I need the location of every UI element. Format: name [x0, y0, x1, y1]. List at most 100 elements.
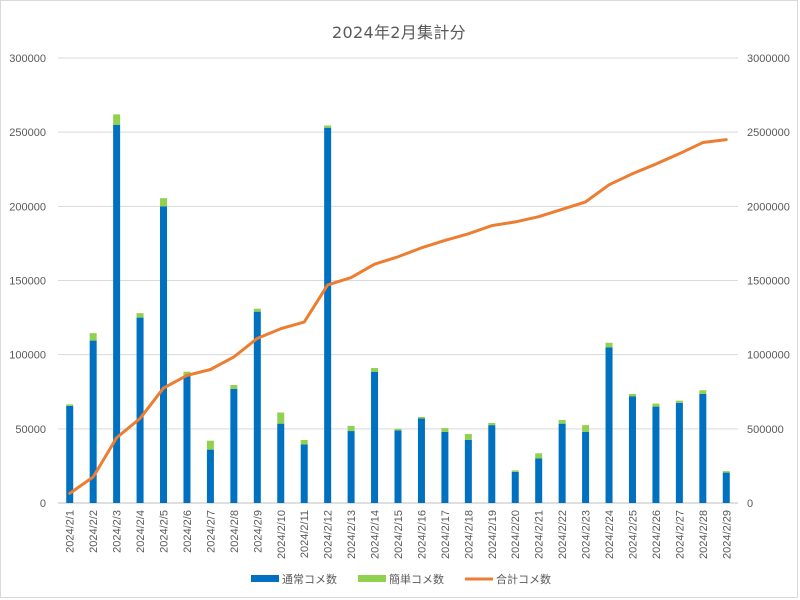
bar-simple [511, 470, 519, 472]
bar-normal [324, 127, 332, 503]
x-tick-label: 2024/2/17 [440, 510, 452, 559]
x-tick-label: 2024/2/15 [393, 510, 405, 559]
bar-normal [558, 423, 566, 503]
y-right-tick-label: 1500000 [747, 276, 790, 288]
bar-normal [300, 444, 308, 503]
bar-normal [535, 458, 543, 503]
y-left-tick-label: 300000 [9, 53, 46, 65]
x-tick-label: 2024/2/29 [721, 510, 733, 559]
bar-normal [371, 371, 379, 503]
x-tick-label: 2024/2/14 [370, 510, 382, 559]
bar-normal [488, 425, 496, 503]
bar-normal [464, 439, 472, 503]
bar-simple [66, 404, 74, 406]
bar-simple [558, 419, 566, 424]
legend-label: 簡単コメ数 [389, 572, 444, 586]
bar-normal [699, 393, 707, 503]
bar-normal [417, 418, 425, 503]
bar-simple [628, 393, 636, 397]
x-tick-label: 2024/2/10 [276, 510, 288, 559]
bar-normal [394, 430, 402, 503]
bar-normal [277, 423, 285, 503]
bar-simple [699, 390, 707, 394]
y-right-tick-label: 3000000 [747, 53, 790, 65]
x-tick-label: 2024/2/21 [534, 510, 546, 559]
bar-normal [136, 317, 144, 503]
bar-normal [675, 402, 683, 503]
x-tick-label: 2024/2/2 [88, 510, 100, 553]
bar-simple [675, 400, 683, 403]
x-tick-label: 2024/2/9 [252, 510, 264, 553]
y-left-tick-label: 150000 [9, 276, 46, 288]
x-tick-label: 2024/2/5 [159, 510, 171, 553]
bar-simple [464, 434, 472, 440]
bar-simple [394, 428, 402, 431]
bar-normal [253, 311, 261, 503]
x-tick-label: 2024/2/6 [182, 510, 194, 553]
bar-simple [582, 425, 590, 432]
bar-normal [347, 431, 355, 503]
y-left-tick-label: 0 [40, 498, 46, 510]
x-tick-label: 2024/2/26 [651, 510, 663, 559]
bar-normal [206, 449, 214, 503]
bar-simple [113, 114, 121, 125]
x-tick-label: 2024/2/7 [205, 510, 217, 553]
bar-normal [605, 347, 613, 503]
bar-simple [230, 385, 238, 389]
y-right-tick-label: 0 [747, 498, 753, 510]
x-tick-label: 2024/2/19 [487, 510, 499, 559]
bar-simple [324, 125, 332, 128]
x-tick-label: 2024/2/20 [510, 510, 522, 559]
bar-normal [66, 405, 74, 503]
y-left-tick-label: 100000 [9, 350, 46, 362]
bar-normal [160, 206, 168, 504]
bar-simple [136, 313, 144, 318]
legend-label: 合計コメ数 [496, 572, 551, 586]
bar-simple [160, 198, 168, 207]
y-right-tick-label: 1000000 [747, 350, 790, 362]
x-tick-label: 2024/2/16 [416, 510, 428, 559]
bar-normal [582, 431, 590, 503]
bar-normal [722, 472, 730, 503]
bar-simple [300, 439, 308, 445]
y-left-tick-label: 200000 [9, 201, 46, 213]
bar-simple [183, 371, 191, 376]
y-right-tick-label: 2000000 [747, 201, 790, 213]
bar-simple [605, 342, 613, 348]
line-total [68, 138, 728, 495]
x-tick-label: 2024/2/18 [463, 510, 475, 559]
bar-simple [371, 368, 379, 372]
bar-simple [417, 416, 425, 419]
bar-normal [89, 340, 97, 503]
bar-simple [441, 428, 449, 432]
legend-swatch [251, 575, 279, 582]
x-tick-label: 2024/2/27 [674, 510, 686, 559]
bar-simple [722, 471, 730, 473]
bar-normal [230, 388, 238, 503]
legend-label: 通常コメ数 [282, 573, 337, 586]
x-tick-label: 2024/2/12 [323, 510, 335, 559]
bar-normal [113, 124, 121, 503]
y-right-tick-label: 500000 [747, 424, 784, 436]
legend-swatch [358, 575, 386, 582]
x-tick-label: 2024/2/25 [627, 510, 639, 559]
x-tick-label: 2024/2/24 [604, 510, 616, 559]
x-tick-label: 2024/2/22 [557, 510, 569, 559]
bar-simple [206, 440, 214, 450]
bar-normal [441, 431, 449, 503]
x-tick-label: 2024/2/3 [112, 510, 124, 553]
y-right-tick-label: 2500000 [747, 127, 790, 139]
bar-simple [89, 333, 97, 341]
x-tick-label: 2024/2/23 [581, 510, 593, 559]
bar-simple [347, 425, 355, 432]
x-tick-label: 2024/2/1 [65, 510, 77, 553]
y-left-tick-label: 250000 [9, 127, 46, 139]
y-left-tick-label: 50000 [15, 424, 46, 436]
bar-simple [277, 412, 285, 424]
chart-title: 2024年2月集計分 [332, 23, 466, 42]
bar-normal [183, 375, 191, 503]
bar-simple [652, 403, 660, 407]
x-tick-label: 2024/2/13 [346, 510, 358, 559]
x-tick-label: 2024/2/8 [229, 510, 241, 553]
